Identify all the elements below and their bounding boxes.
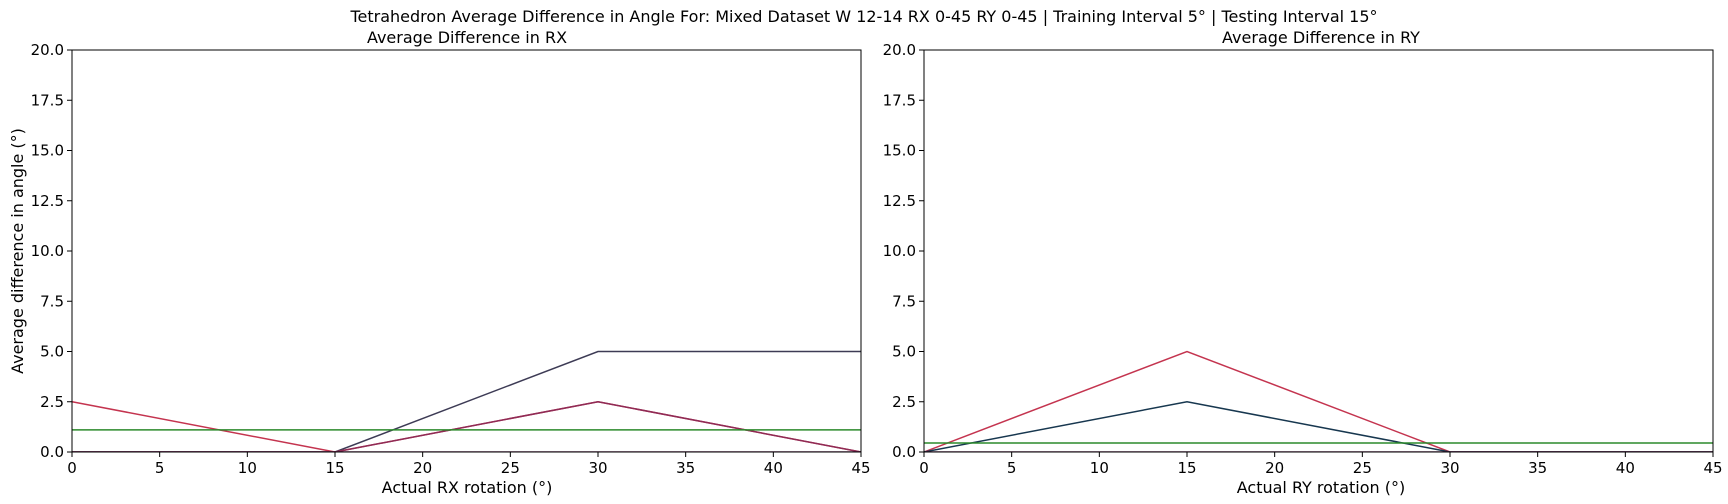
rx-series-line-2 xyxy=(72,400,861,452)
rx-y-tick-label: 2.5 xyxy=(40,393,64,411)
figure-suptitle: Tetrahedron Average Difference in Angle … xyxy=(349,7,1377,26)
ry-y-tick-label: 7.5 xyxy=(892,292,916,310)
ry-chart-title: Average Difference in RY xyxy=(1222,28,1420,47)
ry-chart-panel: Average Difference in RY Actual RY rotat… xyxy=(883,28,1723,497)
ry-series-line-0 xyxy=(924,350,1713,452)
ry-x-tick-label: 40 xyxy=(1616,459,1635,477)
rx-chart-title: Average Difference in RX xyxy=(367,28,567,47)
rx-x-tick-label: 15 xyxy=(325,459,344,477)
ry-y-tick-label: 0.0 xyxy=(892,443,916,461)
ry-axes-frame xyxy=(923,49,1714,453)
rx-x-axis-label: Actual RX rotation (°) xyxy=(382,478,553,497)
rx-y-tick-label: 12.5 xyxy=(31,192,64,210)
rx-y-axis-label: Average difference in angle (°) xyxy=(8,128,27,374)
ry-y-tick-label: 10.0 xyxy=(883,242,916,260)
ry-x-tick-label: 0 xyxy=(919,459,929,477)
rx-x-tick-label: 40 xyxy=(764,459,783,477)
rx-x-tick-label: 5 xyxy=(155,459,165,477)
ry-x-tick-label: 10 xyxy=(1090,459,1109,477)
ry-x-tick-label: 20 xyxy=(1265,459,1284,477)
rx-x-tick-label: 0 xyxy=(67,459,77,477)
ry-x-tick-label: 30 xyxy=(1440,459,1459,477)
ry-x-tick-label: 15 xyxy=(1177,459,1196,477)
rx-series-line-0 xyxy=(72,350,861,452)
ry-y-tick-label: 15.0 xyxy=(883,142,916,160)
ry-x-tick-label: 25 xyxy=(1353,459,1372,477)
rx-y-tick-label: 20.0 xyxy=(31,41,64,59)
ry-x-tick-label: 5 xyxy=(1007,459,1017,477)
rx-y-tick-label: 10.0 xyxy=(31,242,64,260)
rx-x-tick-label: 10 xyxy=(238,459,257,477)
ry-y-tick-label: 5.0 xyxy=(892,343,916,361)
rx-axes-frame xyxy=(71,49,862,453)
rx-y-tick-label: 15.0 xyxy=(31,142,64,160)
ry-series-line-1 xyxy=(924,400,1713,452)
rx-x-tick-label: 35 xyxy=(676,459,695,477)
rx-y-tick-label: 5.0 xyxy=(40,343,64,361)
rx-x-tick-label: 45 xyxy=(851,459,870,477)
rx-x-tick-label: 20 xyxy=(413,459,432,477)
rx-x-tick-label: 25 xyxy=(501,459,520,477)
rx-y-tick-label: 0.0 xyxy=(40,443,64,461)
ry-y-tick-label: 12.5 xyxy=(883,192,916,210)
rx-y-tick-label: 7.5 xyxy=(40,292,64,310)
rx-y-tick-label: 17.5 xyxy=(31,91,64,109)
ry-y-tick-label: 20.0 xyxy=(883,41,916,59)
ry-y-tick-label: 2.5 xyxy=(892,393,916,411)
ry-x-tick-label: 35 xyxy=(1528,459,1547,477)
rx-x-tick-label: 30 xyxy=(588,459,607,477)
ry-y-tick-label: 17.5 xyxy=(883,91,916,109)
ry-x-axis-label: Actual RY rotation (°) xyxy=(1237,478,1405,497)
ry-x-tick-label: 45 xyxy=(1703,459,1722,477)
rx-chart-panel: Average Difference in RX Actual RX rotat… xyxy=(8,28,871,497)
